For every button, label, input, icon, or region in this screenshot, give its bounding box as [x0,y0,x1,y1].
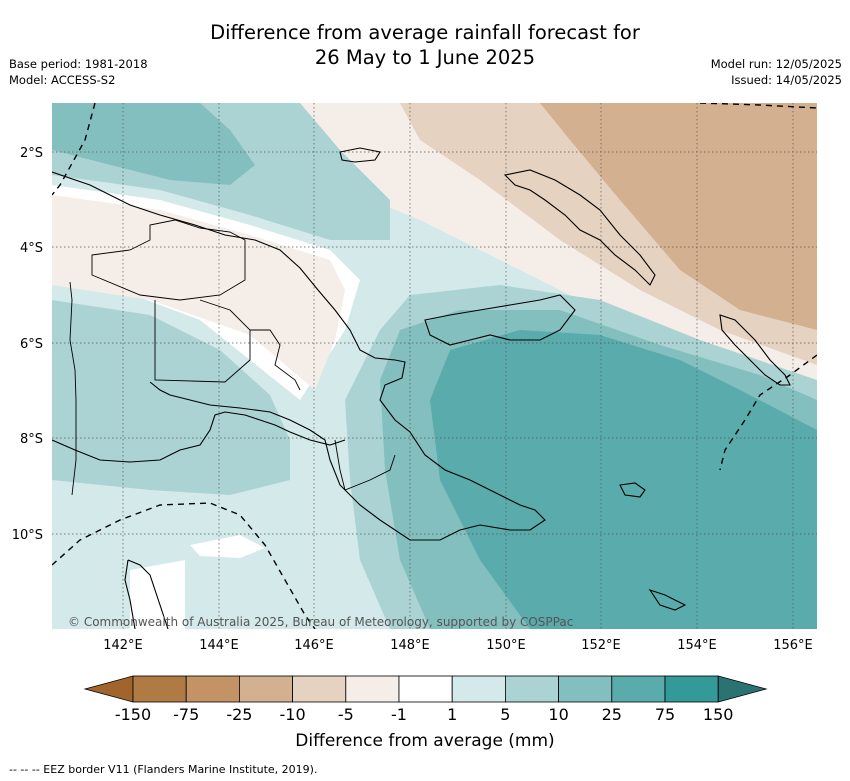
band-minus10 [540,103,817,330]
lon-labels: 142°E 144°E 146°E 148°E 150°E 152°E 154°… [103,638,813,653]
manus [339,147,381,163]
lon-label-148e: 148°E [390,638,430,653]
lon-label-156e: 156°E [773,638,813,653]
colorbar [83,675,768,703]
new-britain [424,294,576,346]
lon-label-150e: 150°E [486,638,526,653]
lat-label-10s: 10°S [12,528,43,543]
colorbar-tick-label: -75 [173,705,199,724]
copyright-notice: © Commonwealth of Australia 2025, Bureau… [68,615,573,629]
colorbar-segment [185,675,240,703]
new-guinea-south-coast [52,411,346,463]
lat-label-4s: 4°S [20,241,43,256]
colorbar-tick-label: 5 [500,705,510,724]
colorbar-segment [558,675,613,703]
sw-wet-5-10 [52,300,290,495]
eez-legend: -- -- -- EEZ border V11 (Flanders Marine… [9,763,318,776]
meta-left: Base period: 1981-2018 Model: ACCESS-S2 [9,56,148,88]
lon-label-154e: 154°E [677,638,717,653]
model-run: Model run: 12/05/2025 [710,57,842,71]
sw-neutral-patch-2 [130,560,185,629]
colorbar-tick-label: 75 [655,705,675,724]
lat-label-6s: 6°S [20,337,43,352]
gridlines [52,103,817,629]
lon-label-146e: 146°E [294,638,334,653]
province-border-2 [154,299,251,383]
colorbar-segment [611,675,666,703]
new-guinea-north-coast [52,171,546,541]
land-dry [52,195,345,390]
province-border-4 [334,439,396,491]
coastlines [52,147,791,629]
lon-label-144e: 144°E [199,638,239,653]
colorbar-label: Difference from average (mm) [295,731,555,751]
province-border-3 [250,329,301,391]
colorbar-arrow-low [83,675,134,703]
colorbar-segment [238,675,293,703]
model-name: Model: ACCESS-S2 [9,73,116,87]
colorbar-segment [451,675,506,703]
title-line-1: Difference from average rainfall forecas… [210,21,640,44]
new-ireland [503,169,656,286]
lon-label-152e: 152°E [581,638,621,653]
colorbar-tick-label: 25 [602,705,622,724]
colorbar-segment [132,675,187,703]
meta-right: Model run: 12/05/2025 Issued: 14/05/2025 [711,56,842,88]
colorbar-tick-label: -5 [338,705,354,724]
milne-islands [619,482,687,611]
lat-labels: 2°S 4°S 6°S 8°S 10°S [12,146,43,543]
colorbar-tick-label: -25 [226,705,252,724]
colorbar-segment [504,675,559,703]
colorbar-tick-label: 10 [548,705,568,724]
torres-strait-peninsula [124,559,169,629]
lat-label-8s: 8°S [20,432,43,447]
eez-borders [52,103,817,629]
colorbar-tick-label: -1 [391,705,407,724]
colorbar-tick-label: -10 [280,705,306,724]
lon-label-142e: 142°E [103,638,143,653]
colorbar-tick-label: 150 [703,705,734,724]
borders [69,219,396,496]
base-period: Base period: 1981-2018 [9,57,148,71]
title-line-2: 26 May to 1 June 2025 [314,46,536,69]
province-border-1 [91,219,246,301]
central-wet-25-75 [430,330,817,629]
colorbar-ticks: -150 -75 -25 -10 -5 -1 1 5 10 25 75 150 [115,705,734,724]
sw-neutral-patch [190,535,265,558]
png-indonesia-border [69,281,77,496]
colorbar-segment [664,675,719,703]
nw-wet-10-25 [52,103,255,185]
lat-label-2s: 2°S [20,146,43,161]
colorbar-arrow-high [717,675,768,703]
colorbar-segment [292,675,347,703]
colorbar-segment [398,675,453,703]
colorbar-tick-label: -150 [115,705,151,724]
bougainville [719,314,791,386]
colorbar-segment [345,675,400,703]
map-field [52,103,817,629]
issued-date: Issued: 14/05/2025 [731,73,842,87]
colorbar-tick-label: 1 [447,705,457,724]
map-title: Difference from average rainfall forecas… [0,20,850,70]
